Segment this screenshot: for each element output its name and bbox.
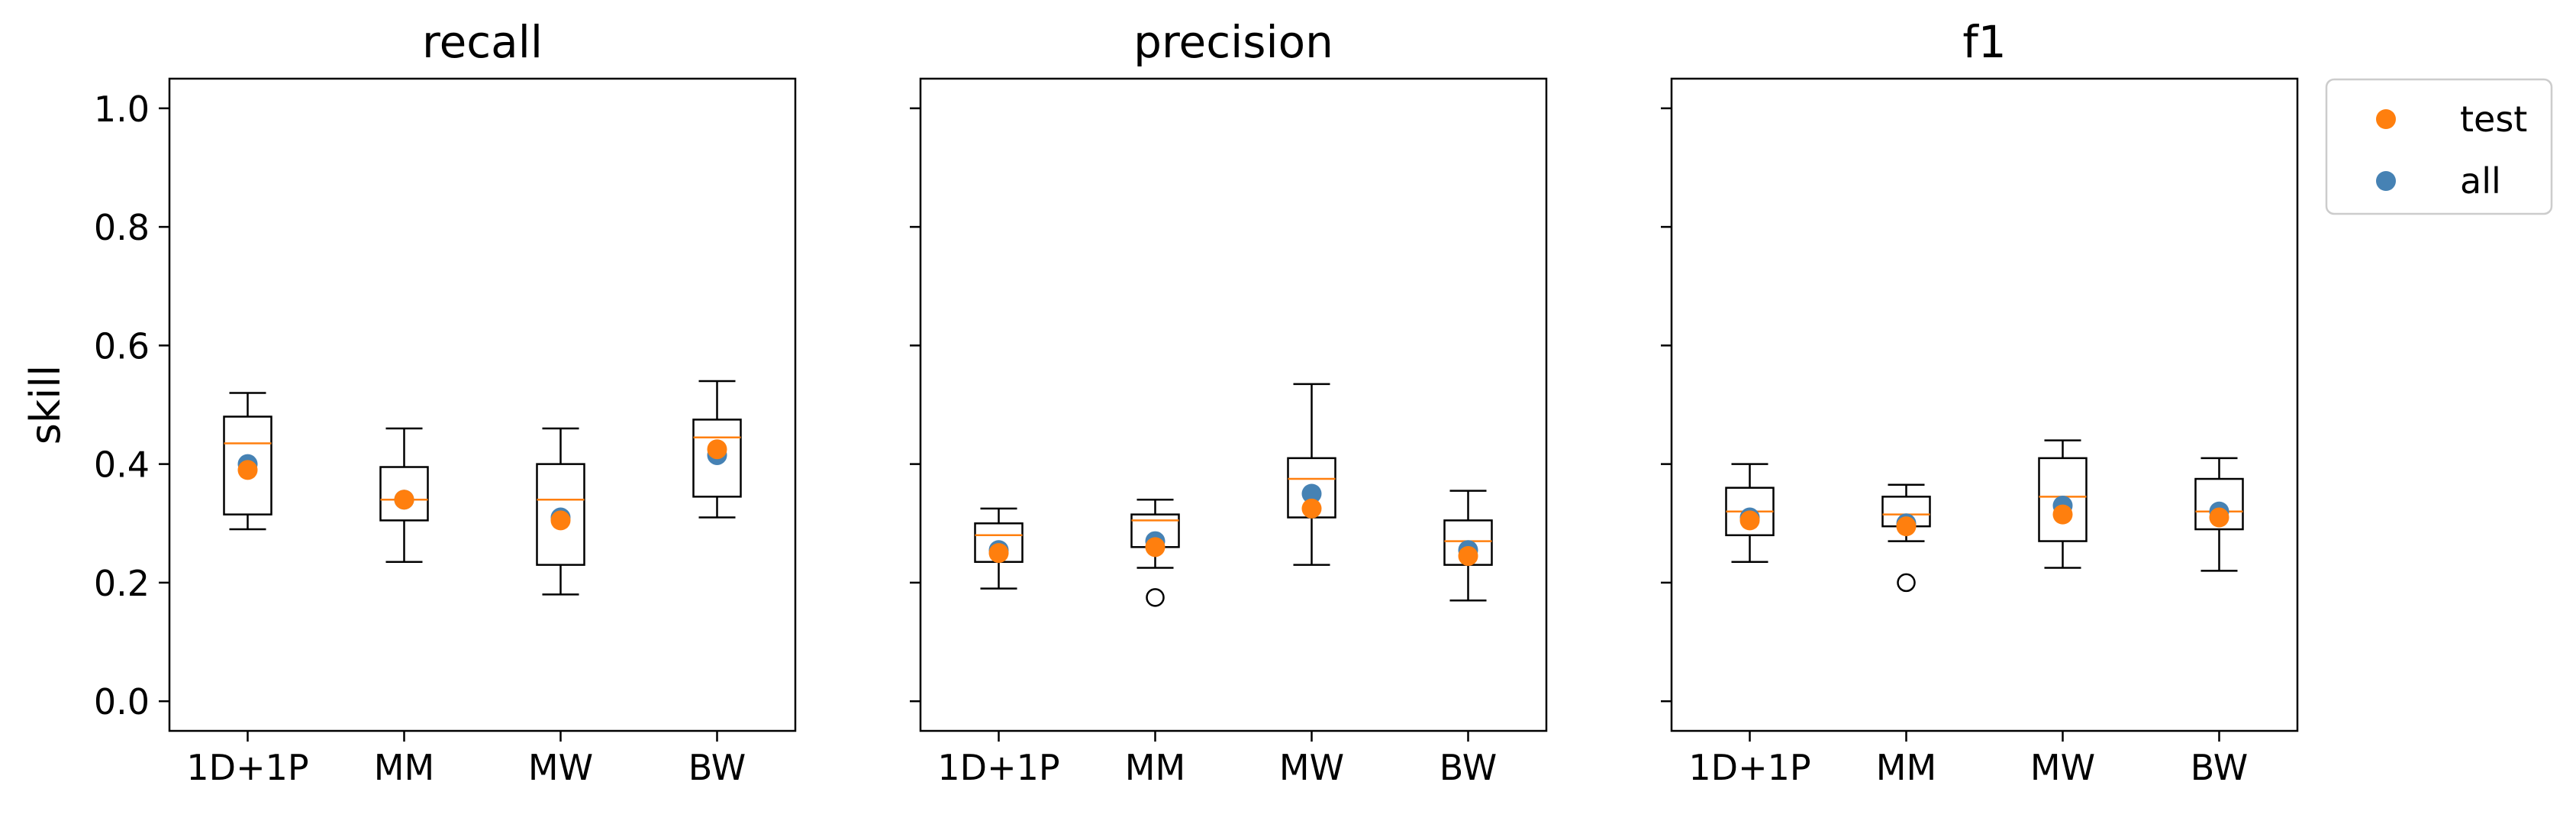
x-tick-label: MM	[374, 747, 434, 788]
test-marker	[1145, 537, 1165, 558]
y-tick-label: 1.0	[94, 89, 150, 130]
all-marker	[1301, 483, 1322, 504]
panel-frame	[168, 77, 797, 732]
y-tick-label: 0.4	[94, 444, 150, 486]
panel-title: f1	[1962, 16, 2006, 68]
test-marker	[1458, 545, 1478, 566]
panel-frame	[1670, 77, 2299, 732]
box-iqr	[2038, 457, 2088, 542]
box-iqr	[223, 415, 272, 516]
test-marker	[237, 460, 258, 480]
x-tick-label: MW	[1279, 747, 1344, 788]
legend-marker	[2376, 171, 2396, 191]
legend-label: test	[2460, 99, 2527, 140]
x-tick-label: MM	[1125, 747, 1185, 788]
test-marker	[1896, 516, 1917, 537]
test-marker	[394, 490, 414, 510]
x-tick-label: 1D+1P	[1688, 747, 1810, 788]
x-tick-label: MM	[1876, 747, 1936, 788]
x-tick-label: BW	[688, 747, 746, 788]
y-tick-label: 0.2	[94, 563, 150, 604]
x-tick-label: BW	[2191, 747, 2248, 788]
x-tick-label: MW	[2030, 747, 2095, 788]
box-iqr	[692, 419, 742, 498]
x-tick-label: 1D+1P	[186, 747, 308, 788]
box-iqr	[379, 466, 429, 522]
y-axis-label: skill	[21, 365, 69, 444]
panel-frame	[919, 77, 1548, 732]
x-tick-label: BW	[1440, 747, 1497, 788]
panel-title: recall	[422, 16, 543, 68]
box-iqr	[536, 463, 585, 566]
y-tick-label: 0.8	[94, 207, 150, 248]
legend-marker	[2376, 109, 2396, 129]
outlier-point	[1146, 588, 1165, 607]
test-marker	[1739, 510, 1760, 531]
test-marker	[2209, 507, 2229, 528]
test-marker	[550, 510, 571, 531]
test-marker	[707, 439, 727, 460]
legend-label: all	[2460, 160, 2501, 202]
test-marker	[988, 543, 1009, 564]
test-marker	[1301, 498, 1322, 519]
panel-title: precision	[1133, 16, 1333, 68]
outlier-point	[1897, 573, 1916, 593]
x-tick-label: 1D+1P	[937, 747, 1059, 788]
test-marker	[2052, 504, 2073, 525]
box-iqr	[2194, 477, 2244, 531]
y-tick-label: 0.0	[94, 681, 150, 722]
x-tick-label: MW	[528, 747, 593, 788]
y-tick-label: 0.6	[94, 325, 150, 367]
